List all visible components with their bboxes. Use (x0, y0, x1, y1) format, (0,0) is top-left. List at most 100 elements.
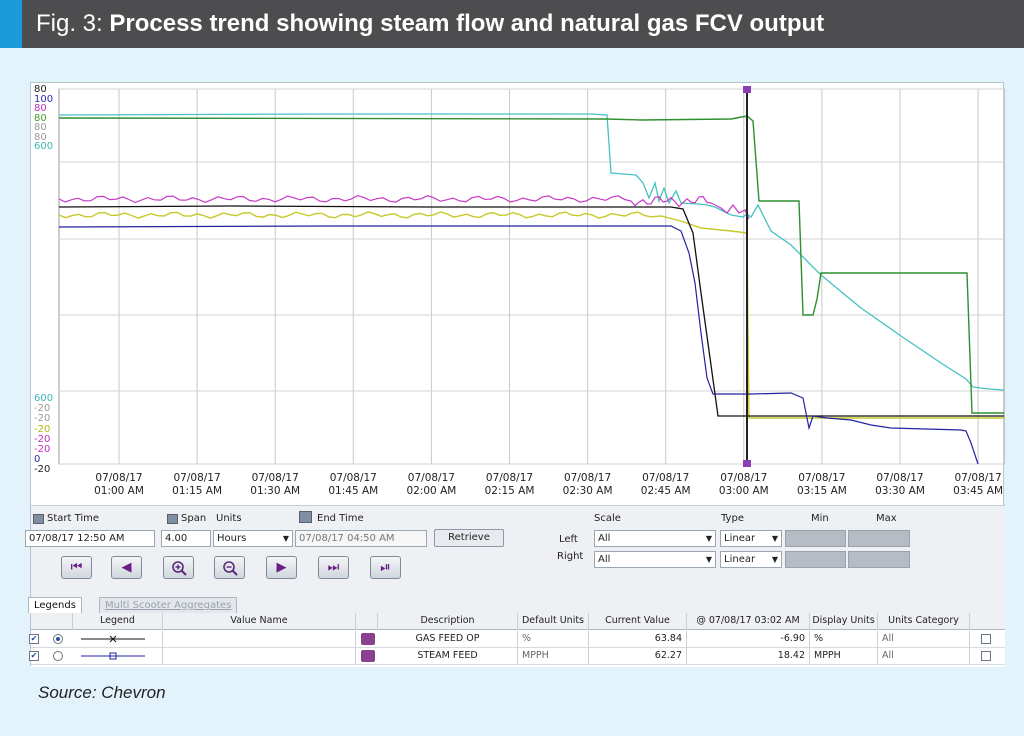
left-type-value: Linear (724, 533, 756, 544)
row-option-checkbox[interactable] (981, 634, 991, 644)
jump-to-start-button[interactable]: ⏮ (61, 556, 92, 579)
time-tick-label: 07/08/17 01:00 AM (84, 472, 154, 498)
legend-line-x-icon (81, 635, 145, 643)
header-value-name[interactable]: Value Name (163, 613, 356, 630)
right-scale-select[interactable]: All ▼ (594, 551, 716, 568)
tag-info-icon[interactable] (361, 633, 375, 645)
end-time-input[interactable]: 07/08/17 04:50 AM (295, 530, 427, 547)
units-select[interactable]: Hours ▼ (213, 530, 293, 547)
header-icon-cell (356, 613, 378, 630)
series-line-black (58, 205, 1004, 417)
time-tick-label: 07/08/17 02:45 AM (631, 472, 701, 498)
trend-plot-svg[interactable] (31, 83, 1005, 503)
time-tick-time: 03:30 AM (875, 485, 925, 497)
left-axis-bottom-label: 0 (34, 454, 41, 466)
zoom-in-button[interactable] (163, 556, 194, 579)
time-tick-date: 07/08/17 (407, 472, 455, 484)
figure-source: Source: Chevron (38, 683, 166, 702)
step-back-button[interactable]: ◀ (111, 556, 142, 579)
value-name-cell (163, 631, 356, 648)
series-line-blue (58, 225, 979, 465)
series-select-radio[interactable] (53, 634, 63, 644)
cursor-value-cell: -6.90 (687, 631, 810, 648)
span-icon[interactable] (167, 514, 178, 524)
time-tick-date: 07/08/17 (485, 472, 534, 484)
time-tick-label: 07/08/17 03:15 AM (787, 472, 857, 498)
retrieve-button[interactable]: Retrieve (434, 529, 504, 547)
tag-info-icon[interactable] (361, 650, 375, 662)
tab-legends[interactable]: Legends (28, 597, 82, 613)
time-tick-date: 07/08/17 (251, 472, 299, 484)
right-max-input[interactable] (848, 551, 910, 568)
step-forward-button[interactable]: ▶ (266, 556, 297, 579)
default-units-cell: MPPH (518, 648, 589, 665)
units-category-cell: All (878, 631, 970, 648)
header-display-units[interactable]: Display Units (810, 613, 878, 630)
figure-caption: Fig. 3: Process trend showing steam flow… (36, 9, 824, 39)
left-axis-bottom-label: -20 (34, 423, 51, 435)
min-label: Min (811, 513, 829, 524)
zoom-out-button[interactable] (214, 556, 245, 579)
header-cursor-value[interactable]: @ 07/08/17 03:02 AM (687, 613, 810, 630)
header-select-cell (31, 613, 73, 630)
chevron-down-icon: ▼ (705, 534, 712, 543)
series-line-yellow (58, 211, 1004, 419)
skip-forward-icon: ⏭ (327, 560, 340, 575)
end-time-calendar-icon[interactable] (299, 511, 312, 523)
chevron-down-icon: ▼ (771, 555, 778, 564)
left-min-input[interactable] (785, 530, 846, 547)
tab-multi-scooter-aggregates[interactable]: Multi Scooter Aggregates (99, 597, 238, 613)
cursor-bottom-handle (743, 460, 751, 467)
time-tick-time: 01:15 AM (172, 485, 223, 497)
left-max-input[interactable] (848, 530, 910, 547)
time-tick-label: 07/08/17 01:45 AM (318, 472, 388, 498)
units-label: Units (216, 513, 242, 524)
chevron-down-icon: ▼ (705, 555, 712, 564)
left-axis-top-label: 600 (34, 141, 54, 152)
end-time-label: End Time (317, 513, 364, 524)
right-type-select[interactable]: Linear ▼ (720, 551, 782, 568)
calendar-icon[interactable] (33, 514, 44, 524)
left-type-select[interactable]: Linear ▼ (720, 530, 782, 547)
left-axis-top-label: 80 (34, 112, 47, 124)
left-scale-value: All (598, 533, 611, 544)
series-select-radio[interactable] (53, 651, 63, 661)
header-description[interactable]: Description (378, 613, 518, 630)
row-option-checkbox[interactable] (981, 651, 991, 661)
time-tick-date: 07/08/17 (642, 472, 690, 484)
current-value-cell: 63.84 (589, 631, 687, 648)
trend-chart[interactable]: 80 100 80 80 80 80 600 600 -20 -20 -20 -20 -20 0 -20 … (31, 83, 1005, 503)
left-scale-label: Left (559, 534, 578, 545)
left-axis-top-label: 100 (34, 93, 54, 105)
chevron-down-icon: ▼ (771, 534, 778, 543)
right-min-input[interactable] (785, 551, 846, 568)
jump-to-now-button[interactable]: ⏯ (370, 556, 401, 579)
right-scale-label: Right (557, 551, 584, 562)
right-scale-value: All (598, 554, 611, 565)
time-tick-date: 07/08/17 (798, 472, 846, 484)
left-axis-bottom-label: 600 (34, 393, 54, 404)
trend-controls: Start Time Span Units End Time 07/08/17 … (25, 505, 1005, 595)
start-time-input[interactable]: 07/08/17 12:50 AM (25, 530, 155, 547)
series-visible-checkbox[interactable]: ✔ (29, 651, 39, 661)
table-row[interactable]: ✔ GAS FEED OP % 63.84 -6.90 % All (29, 631, 1005, 648)
header-extra-cell (970, 613, 1005, 630)
header-legend[interactable]: Legend (73, 613, 163, 630)
jump-to-end-button[interactable]: ⏭ (318, 556, 349, 579)
series-visible-checkbox[interactable]: ✔ (29, 634, 39, 644)
time-tick-date: 07/08/17 (954, 472, 1002, 484)
left-axis-bottom-label: -20 (34, 403, 51, 415)
left-axis-bottom-label: -20 (34, 444, 51, 455)
zoom-in-icon (171, 561, 187, 576)
header-default-units[interactable]: Default Units (518, 613, 589, 630)
header-current-value[interactable]: Current Value (589, 613, 687, 630)
span-input[interactable]: 4.00 (161, 530, 211, 547)
left-scale-select[interactable]: All ▼ (594, 530, 716, 547)
chevron-down-icon: ▼ (282, 534, 289, 543)
table-row[interactable]: ✔ STEAM FEED MPPH 62.27 18.42 MPPH All (29, 648, 1005, 665)
time-tick-time: 02:15 AM (484, 485, 535, 497)
table-header-row: Legend Value Name Description Default Un… (31, 613, 1005, 630)
header-units-category[interactable]: Units Category (878, 613, 970, 630)
figure-title: Process trend showing steam flow and nat… (109, 10, 825, 37)
display-units-cell: % (810, 631, 878, 648)
